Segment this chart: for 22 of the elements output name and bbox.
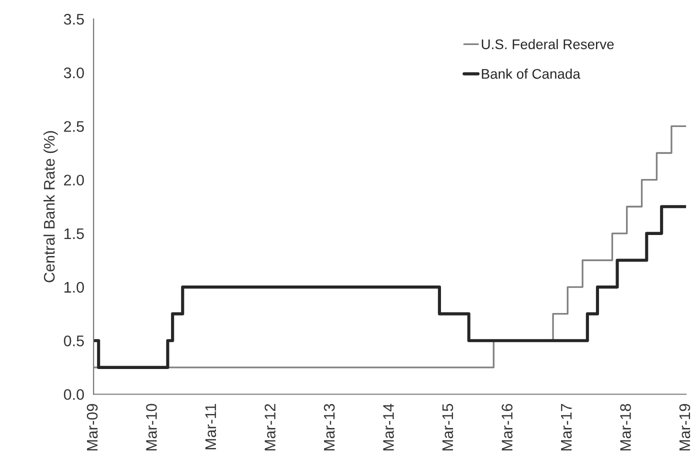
x-tick-label: Mar-18 bbox=[620, 404, 631, 450]
x-tick-label: Mar-11 bbox=[205, 404, 216, 450]
y-tick-label: 1.0 bbox=[64, 282, 84, 293]
x-tick-label: Mar-13 bbox=[324, 404, 335, 450]
x-tick-label: Mar-09 bbox=[86, 404, 98, 450]
y-tick-label: 2.0 bbox=[64, 174, 84, 186]
y-axis-title: Central Bank Rate (%) bbox=[43, 131, 58, 282]
y-tick-label: 0.0 bbox=[64, 389, 84, 400]
x-tick-label: Mar-10 bbox=[146, 404, 157, 450]
legend-label: U.S. Federal Reserve bbox=[482, 39, 614, 50]
y-tick-label: 1.5 bbox=[64, 228, 84, 240]
y-tick-label: 3.5 bbox=[64, 14, 84, 25]
y-tick-label: 0.5 bbox=[64, 336, 84, 346]
x-tick-label: Mar-12 bbox=[264, 404, 276, 450]
legend-label: Bank of Canada bbox=[482, 68, 580, 79]
x-tick-label: Mar-17 bbox=[561, 404, 572, 450]
x-tick-label: Mar-16 bbox=[502, 404, 513, 450]
x-tick-label: Mar-19 bbox=[679, 404, 690, 450]
x-tick-label: Mar-15 bbox=[442, 404, 454, 450]
y-tick-label: 2.5 bbox=[64, 121, 84, 132]
x-tick-label: Mar-14 bbox=[383, 404, 394, 450]
y-tick-label: 3.0 bbox=[64, 67, 84, 78]
